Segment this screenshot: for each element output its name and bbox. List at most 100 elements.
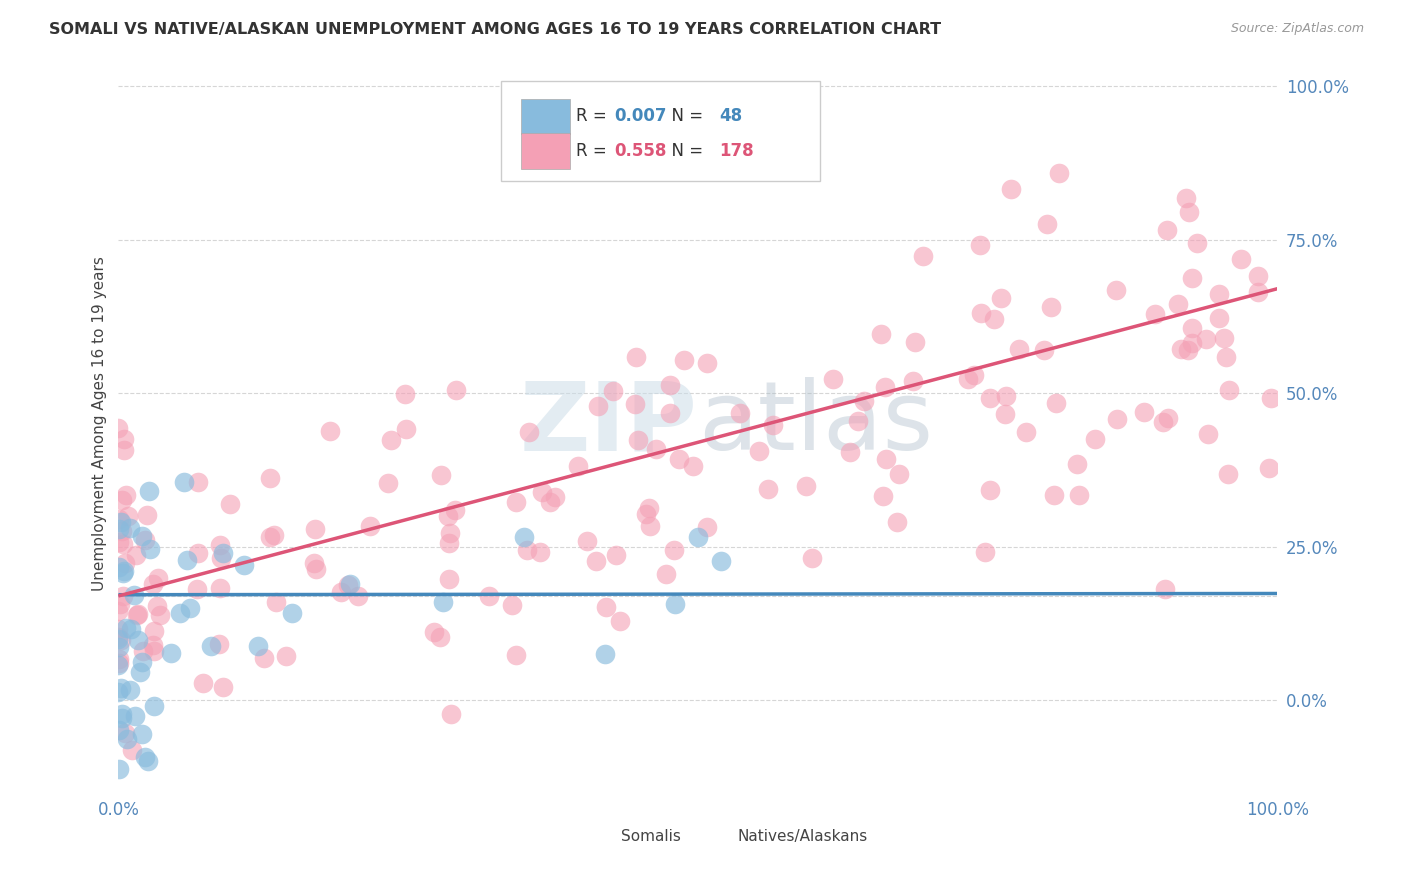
Point [1008,343,1031,357]
Point [107,657,129,672]
Point [179,600,201,615]
FancyBboxPatch shape [706,823,734,850]
Point [274,649,297,664]
Point [120,683,142,698]
Point [111,524,134,538]
Point [136,754,159,768]
Point [173,475,195,489]
Point [359,519,381,533]
Point [994,407,1017,421]
Point [127,632,149,647]
Point [208,637,231,651]
Point [143,624,166,638]
Point [108,640,131,654]
Point [110,681,132,695]
Point [200,639,222,653]
Point [437,509,460,524]
Point [110,515,132,529]
Point [149,608,172,623]
Point [1181,336,1204,351]
Point [637,500,659,515]
Point [1247,268,1270,283]
Point [1181,271,1204,285]
Text: 0.007: 0.007 [614,107,666,126]
Y-axis label: Unemployment Among Ages 16 to 19 years: Unemployment Among Ages 16 to 19 years [93,256,107,591]
Point [107,723,129,737]
Point [1067,488,1090,502]
Point [1084,433,1107,447]
Point [443,503,465,517]
Point [439,526,461,541]
Point [131,529,153,543]
Point [1170,342,1192,356]
Point [478,589,501,603]
Point [108,656,131,670]
Point [114,556,136,570]
Point [209,581,232,595]
Point [513,530,536,544]
Point [605,549,627,563]
Point [1177,343,1199,358]
Point [110,707,132,722]
Point [125,549,148,563]
Point [1185,235,1208,250]
Point [970,306,993,320]
Point [120,622,142,636]
Point [319,425,342,439]
Text: atlas: atlas [697,377,934,470]
Point [264,595,287,609]
Point [129,665,152,680]
Point [118,520,141,534]
Point [668,451,690,466]
Point [1208,286,1230,301]
Point [107,622,129,636]
Point [875,452,897,467]
Point [114,726,136,740]
Point [218,497,240,511]
Point [969,238,991,252]
Point [530,485,553,500]
Point [146,571,169,585]
Point [429,630,451,644]
Point [644,442,666,457]
Point [576,533,599,548]
Point [1260,391,1282,405]
Point [800,551,823,566]
Point [134,533,156,548]
Point [889,467,911,482]
Point [107,631,129,645]
Point [1247,285,1270,300]
Point [626,434,648,448]
Point [422,624,444,639]
Point [117,732,139,747]
Point [169,606,191,620]
Point [586,399,609,413]
Point [209,551,232,566]
Point [1197,426,1219,441]
Text: R =: R = [576,142,612,160]
Point [124,588,146,602]
Point [696,520,718,534]
FancyBboxPatch shape [520,99,571,134]
Point [655,567,678,582]
Point [1157,411,1180,425]
Point [505,495,527,509]
Point [107,421,129,435]
Point [748,443,770,458]
Point [659,406,682,420]
Point [444,383,467,397]
Point [1257,461,1279,475]
FancyBboxPatch shape [520,133,571,169]
Point [134,750,156,764]
Point [281,606,304,620]
Point [259,470,281,484]
Point [127,607,149,622]
Point [673,352,696,367]
Point [1000,182,1022,196]
Point [211,680,233,694]
Point [111,492,134,507]
Point [111,566,134,580]
Point [110,632,132,647]
Point [142,638,165,652]
Point [107,559,129,574]
